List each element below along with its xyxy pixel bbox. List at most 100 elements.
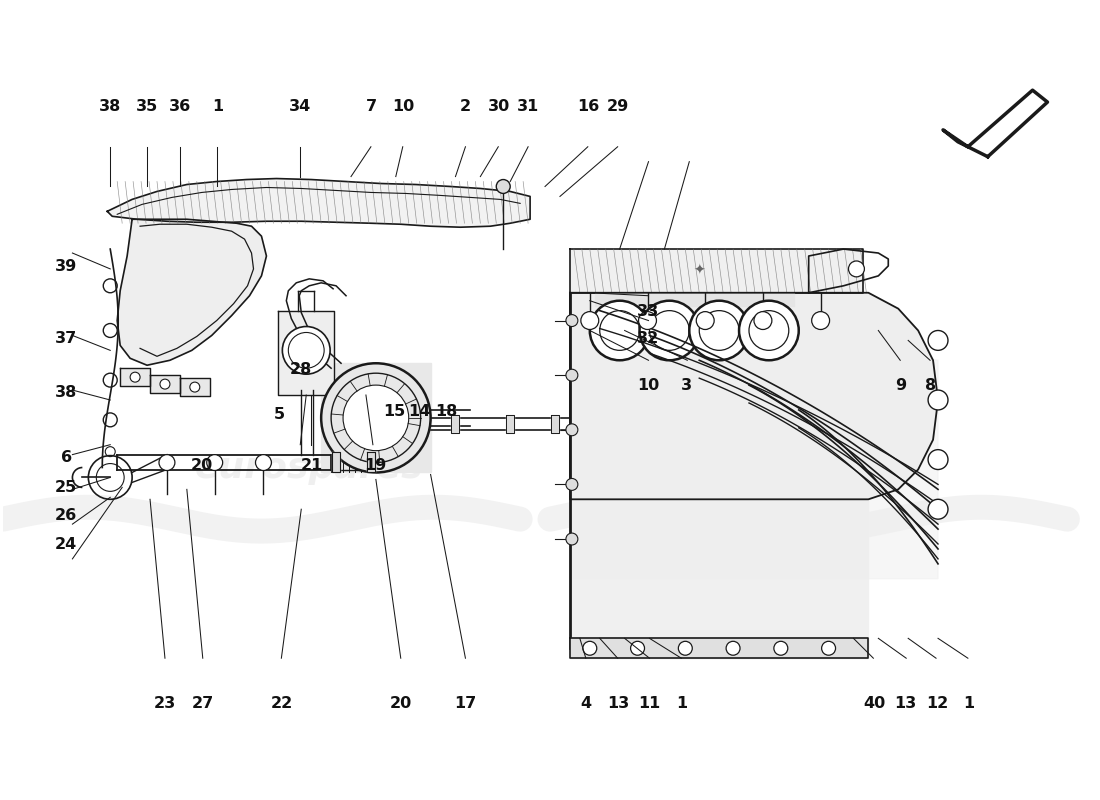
Polygon shape [367, 452, 375, 473]
Text: 8: 8 [925, 378, 936, 393]
Circle shape [496, 179, 510, 194]
Text: 31: 31 [517, 98, 539, 114]
Polygon shape [943, 90, 1047, 157]
Text: 30: 30 [487, 98, 509, 114]
Polygon shape [451, 415, 460, 433]
Circle shape [739, 301, 799, 360]
Circle shape [812, 312, 829, 330]
Polygon shape [506, 415, 514, 433]
Text: eurospares: eurospares [195, 450, 424, 485]
Text: 2: 2 [460, 98, 471, 114]
Text: 34: 34 [289, 98, 311, 114]
Text: 3: 3 [681, 378, 692, 393]
Circle shape [583, 642, 597, 655]
Circle shape [754, 312, 772, 330]
Circle shape [928, 450, 948, 470]
Polygon shape [570, 638, 868, 658]
Circle shape [696, 312, 714, 330]
Text: 13: 13 [607, 696, 629, 711]
Circle shape [928, 499, 948, 519]
Circle shape [160, 379, 169, 389]
Text: 21: 21 [300, 458, 322, 473]
Circle shape [255, 454, 272, 470]
Text: 6: 6 [60, 450, 72, 465]
Polygon shape [595, 293, 645, 306]
Polygon shape [150, 375, 180, 393]
Circle shape [565, 370, 578, 381]
Text: 40: 40 [862, 696, 886, 711]
Circle shape [283, 326, 330, 374]
Circle shape [160, 454, 175, 470]
Circle shape [565, 424, 578, 436]
Text: 32: 32 [637, 330, 660, 346]
Polygon shape [744, 293, 794, 306]
Text: 10: 10 [637, 378, 660, 393]
Text: 37: 37 [55, 330, 77, 346]
Text: 28: 28 [289, 362, 311, 378]
Polygon shape [120, 368, 150, 386]
Circle shape [690, 301, 749, 360]
Text: 36: 36 [169, 98, 191, 114]
Text: 14: 14 [408, 404, 431, 418]
Text: 15: 15 [384, 404, 406, 418]
Circle shape [565, 314, 578, 326]
Text: 35: 35 [136, 98, 158, 114]
Polygon shape [332, 452, 340, 473]
Circle shape [679, 642, 692, 655]
Text: 12: 12 [926, 696, 948, 711]
Text: 20: 20 [390, 696, 412, 711]
Circle shape [848, 261, 865, 277]
Text: 39: 39 [55, 259, 77, 274]
Circle shape [726, 642, 740, 655]
Text: 4: 4 [581, 696, 592, 711]
Text: 25: 25 [55, 480, 77, 495]
Text: 23: 23 [154, 696, 176, 711]
Text: 27: 27 [191, 696, 214, 711]
Polygon shape [570, 293, 938, 578]
Circle shape [928, 390, 948, 410]
Text: 18: 18 [434, 404, 458, 418]
Text: 1: 1 [964, 696, 975, 711]
Circle shape [321, 363, 430, 473]
Circle shape [343, 385, 409, 450]
Circle shape [639, 301, 700, 360]
Circle shape [774, 642, 788, 655]
Text: 5: 5 [274, 406, 285, 422]
Circle shape [822, 642, 836, 655]
Text: 11: 11 [638, 696, 661, 711]
Text: 1: 1 [675, 696, 686, 711]
Circle shape [288, 333, 324, 368]
Text: 20: 20 [190, 458, 213, 473]
Text: 1: 1 [211, 98, 223, 114]
Polygon shape [645, 293, 694, 306]
Circle shape [565, 478, 578, 490]
Polygon shape [278, 310, 334, 395]
Polygon shape [118, 219, 266, 366]
Text: 17: 17 [454, 696, 477, 711]
Text: 7: 7 [366, 98, 377, 114]
Text: eurospares: eurospares [688, 450, 916, 485]
Polygon shape [694, 293, 744, 306]
Text: 38: 38 [55, 385, 77, 399]
Text: 10: 10 [393, 98, 415, 114]
Circle shape [565, 533, 578, 545]
Text: 22: 22 [271, 696, 293, 711]
Circle shape [581, 312, 598, 330]
Circle shape [190, 382, 200, 392]
Text: 38: 38 [99, 98, 121, 114]
Text: 33: 33 [637, 303, 660, 318]
Text: ✦: ✦ [693, 264, 705, 278]
Circle shape [639, 312, 657, 330]
Polygon shape [321, 363, 430, 473]
Polygon shape [180, 378, 210, 396]
Circle shape [928, 330, 948, 350]
Text: 13: 13 [894, 696, 916, 711]
Polygon shape [107, 178, 530, 227]
Polygon shape [570, 293, 938, 499]
Polygon shape [570, 293, 868, 648]
Polygon shape [570, 249, 864, 293]
Text: 26: 26 [55, 508, 77, 522]
Text: 24: 24 [55, 537, 77, 552]
Text: 9: 9 [894, 378, 905, 393]
Circle shape [630, 642, 645, 655]
